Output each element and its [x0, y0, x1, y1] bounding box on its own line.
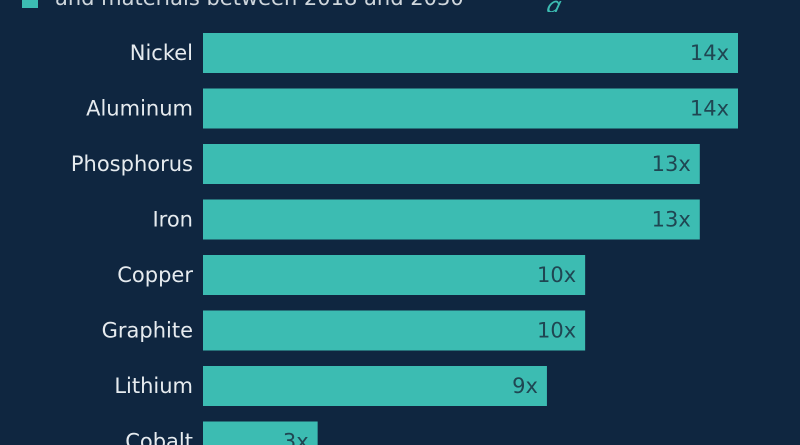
category-label-nickel: Nickel: [130, 41, 193, 65]
bar-nickel: [203, 33, 738, 73]
bar-iron: [203, 199, 700, 240]
category-label-graphite: Graphite: [102, 319, 193, 343]
bar-cobalt: [203, 421, 318, 445]
value-label-copper: 10x: [537, 263, 576, 287]
category-label-iron: Iron: [152, 208, 193, 232]
value-label-iron: 13x: [652, 208, 691, 232]
value-label-cobalt: 3x: [283, 430, 309, 445]
value-label-nickel: 14x: [690, 41, 729, 65]
category-label-aluminum: Aluminum: [86, 97, 193, 121]
header-flourish-icon: ℊ: [540, 0, 564, 12]
header-subtitle: and materials between 2018 and 2030: [55, 0, 464, 10]
category-label-lithium: Lithium: [114, 374, 193, 398]
value-label-lithium: 9x: [512, 374, 538, 398]
bar-copper: [203, 255, 586, 295]
bar-aluminum: [203, 88, 738, 129]
bar-graphite: [203, 310, 586, 351]
bar-phosphorus: [203, 144, 700, 184]
value-label-aluminum: 14x: [690, 97, 729, 121]
bar-lithium: [203, 366, 547, 406]
value-label-graphite: 10x: [537, 319, 576, 343]
category-label-phosphorus: Phosphorus: [71, 152, 193, 176]
value-label-phosphorus: 13x: [652, 152, 691, 176]
chart-header: and materials between 2018 and 2030 ℊ: [0, 0, 800, 12]
header-legend-square: [22, 0, 38, 8]
category-label-cobalt: Cobalt: [125, 430, 193, 445]
category-label-copper: Copper: [117, 263, 193, 287]
